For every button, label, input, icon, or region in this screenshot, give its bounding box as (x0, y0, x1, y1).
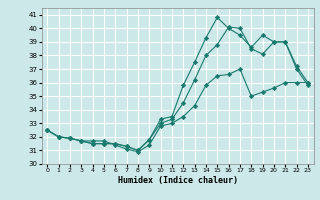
X-axis label: Humidex (Indice chaleur): Humidex (Indice chaleur) (118, 176, 237, 185)
